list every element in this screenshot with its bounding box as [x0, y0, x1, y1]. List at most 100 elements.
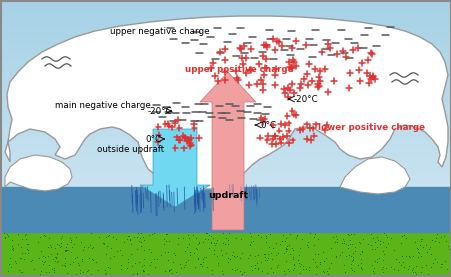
Point [344, 232, 351, 236]
Point [404, 267, 411, 272]
Point [304, 239, 311, 244]
Bar [0, 252, 451, 253]
Point [163, 232, 170, 236]
Text: upper negative charge: upper negative charge [110, 27, 209, 35]
Point [306, 231, 313, 235]
Bar [0, 71, 451, 72]
Bar [0, 27, 451, 28]
Point [224, 242, 231, 246]
Bar [0, 250, 451, 251]
Point [131, 261, 138, 265]
Point [421, 243, 428, 248]
Bar [0, 76, 451, 77]
Point [282, 259, 290, 263]
Point [68, 245, 75, 250]
Bar [0, 98, 451, 99]
Bar [0, 204, 451, 205]
Point [175, 236, 182, 240]
Point [9, 247, 16, 251]
Bar [0, 5, 451, 6]
Point [86, 243, 93, 247]
Point [22, 232, 29, 236]
Point [247, 240, 254, 244]
Point [347, 254, 354, 258]
Point [127, 242, 134, 247]
Bar [0, 28, 451, 29]
Bar [0, 109, 451, 110]
Point [331, 255, 339, 259]
Bar [0, 0, 451, 1]
Point [344, 246, 351, 250]
Bar [0, 253, 451, 254]
Point [208, 272, 216, 276]
Point [199, 260, 206, 264]
Point [262, 258, 270, 262]
Point [203, 237, 211, 242]
Point [209, 236, 216, 240]
Point [169, 260, 176, 264]
Point [41, 232, 48, 237]
Bar [0, 34, 451, 35]
Point [67, 238, 74, 242]
Bar [0, 258, 451, 259]
Point [171, 274, 179, 277]
Bar [0, 113, 451, 114]
Point [189, 232, 196, 237]
Point [53, 260, 60, 265]
Point [222, 250, 230, 255]
Bar [0, 199, 451, 200]
Point [261, 258, 268, 262]
Point [14, 232, 22, 236]
Point [284, 269, 291, 273]
Point [164, 250, 171, 255]
Point [12, 261, 19, 265]
Point [221, 242, 229, 246]
Point [254, 267, 262, 271]
Point [417, 238, 424, 243]
Bar [0, 33, 451, 34]
Point [41, 260, 48, 265]
Point [61, 248, 69, 252]
Point [34, 239, 41, 244]
Bar [0, 219, 451, 220]
Point [51, 246, 58, 250]
Point [304, 245, 311, 249]
Point [55, 242, 63, 247]
Point [52, 256, 59, 260]
Bar [0, 227, 451, 228]
Point [129, 234, 137, 239]
Point [419, 244, 426, 249]
Bar [0, 235, 451, 236]
Point [103, 244, 110, 248]
Point [358, 237, 365, 241]
Point [124, 260, 131, 264]
Point [397, 240, 404, 245]
Point [36, 235, 43, 240]
Text: main negative charge: main negative charge [55, 101, 151, 109]
Point [408, 267, 415, 272]
Point [218, 269, 225, 273]
Bar [0, 156, 451, 157]
Bar [0, 69, 451, 70]
Point [24, 248, 32, 253]
Point [328, 273, 335, 277]
Bar [0, 158, 451, 159]
Point [219, 240, 226, 245]
Bar [0, 115, 451, 116]
Bar [0, 276, 451, 277]
Point [139, 234, 146, 239]
Point [51, 268, 58, 273]
Point [191, 264, 198, 269]
Bar [0, 263, 451, 264]
Bar [0, 40, 451, 41]
Point [50, 270, 57, 274]
Point [101, 268, 108, 272]
Point [133, 235, 140, 239]
Bar [0, 120, 451, 121]
Point [350, 248, 358, 253]
Point [69, 260, 76, 264]
Point [319, 259, 327, 263]
Point [410, 269, 417, 274]
Bar [0, 223, 451, 224]
Point [378, 264, 386, 269]
